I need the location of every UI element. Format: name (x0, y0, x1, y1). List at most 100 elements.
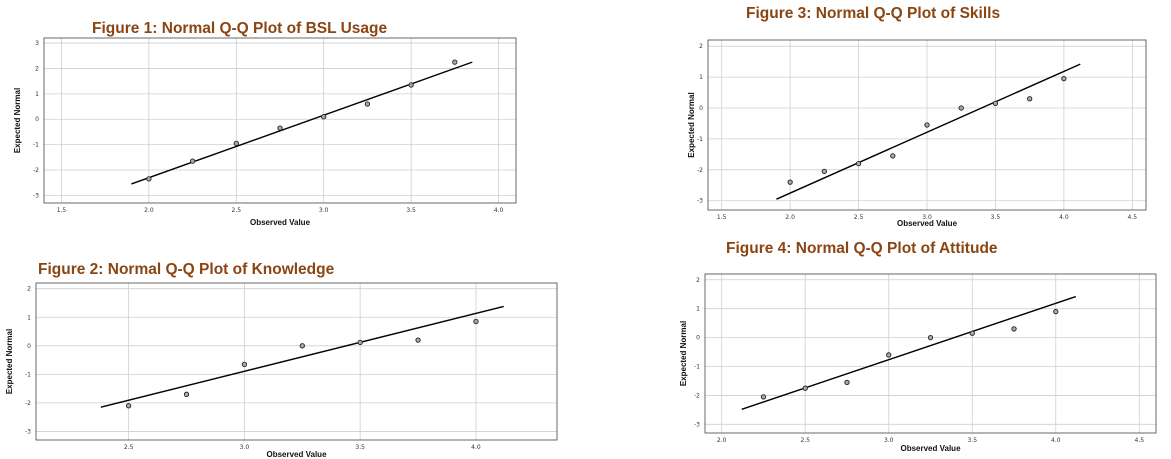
qq-point (1011, 326, 1017, 332)
qq-point (357, 339, 363, 346)
y-tick-label: -1 (25, 371, 31, 378)
x-axis-label: Observed Value (897, 219, 958, 228)
x-tick-label: 3.5 (406, 207, 416, 214)
y-tick-label: 1 (27, 314, 31, 321)
x-tick-label: 3.5 (967, 437, 977, 444)
x-tick-label: 3.0 (922, 214, 932, 221)
chart-title-3: Figure 3: Normal Q-Q Plot of Skills (746, 5, 1001, 22)
qq-point (787, 179, 793, 185)
x-tick-label: 3.0 (240, 444, 250, 451)
y-tick-label: -3 (697, 198, 703, 205)
y-tick-label: -1 (33, 142, 39, 149)
x-tick-label: 3.0 (884, 437, 894, 444)
qq-point (992, 100, 999, 107)
chart-svg-3: 1.5 2.0 2.5 3.0 3.5 4.0 4.5 2 1 0 -1 -2 -3 Observed V… (687, 39, 1147, 228)
qq-point (844, 379, 850, 386)
chart-svg-4: 2.0 2.5 3.0 3.5 4.0 4.5 2 1 0 -1 -2 -3 Observed Valu… (679, 273, 1157, 453)
x-tick-label: 4.0 (471, 444, 481, 451)
x-tick-label: 2.5 (232, 207, 242, 214)
chart-panel-4: Figure 4: Normal Q-Q Plot of Attitude 2.… (660, 240, 1171, 459)
qq-point (277, 125, 283, 131)
qq-point (146, 176, 152, 182)
y-tick-label: 0 (35, 116, 39, 123)
qq-point (890, 153, 896, 159)
qq-point (473, 318, 479, 325)
y-tick-label: -3 (25, 428, 31, 435)
chart-svg-2: 2.5 3.0 3.5 4.0 2 1 0 -1 -2 -3 Observed Value Expec… (5, 282, 558, 459)
y-axis-label: Expected Normal (5, 329, 14, 394)
qq-point (233, 140, 239, 146)
reference-line (131, 61, 473, 185)
y-tick-label: -2 (25, 400, 31, 407)
qq-point (1053, 308, 1059, 315)
plot-frame (43, 37, 517, 204)
y-tick-label: 0 (699, 105, 703, 112)
y-tick-label: -2 (697, 167, 703, 174)
plot-frame (704, 273, 1157, 434)
y-tick-label: 1 (699, 74, 703, 81)
qq-point (1027, 96, 1033, 102)
reference-line (741, 295, 1077, 410)
chart-title-2: Figure 2: Normal Q-Q Plot of Knowledge (38, 261, 335, 278)
y-tick-label: -2 (33, 167, 39, 174)
qq-point (415, 337, 421, 343)
qq-point (924, 122, 930, 128)
x-tick-label: 2.0 (717, 437, 727, 444)
qq-point (886, 352, 892, 358)
y-tick-label: 1 (696, 306, 700, 313)
y-tick-label: -3 (694, 421, 700, 428)
qq-point (241, 361, 248, 368)
qq-point (1061, 75, 1067, 82)
reference-line (776, 63, 1081, 200)
x-tick-label: 1.5 (57, 207, 67, 214)
chart-panel-3: Figure 3: Normal Q-Q Plot of Skills 1.5 2… (660, 0, 1171, 240)
x-axis-label: Observed Value (900, 444, 961, 453)
qq-point (452, 59, 458, 65)
qq-point (927, 334, 934, 341)
y-tick-label: -3 (33, 192, 39, 199)
qq-point (299, 343, 305, 349)
x-tick-label: 1.5 (717, 214, 727, 221)
qq-point (183, 391, 190, 397)
x-tick-label: 3.5 (991, 214, 1001, 221)
x-tick-label: 4.0 (494, 207, 504, 214)
y-tick-label: 1 (35, 91, 39, 98)
x-tick-label: 2.5 (800, 437, 810, 444)
reference-line (100, 305, 504, 408)
chart-panel-1: Figure 1: Normal Q-Q Plot of BSL Usage 1… (0, 0, 540, 240)
y-tick-label: 2 (35, 65, 39, 72)
chart-panel-2: Figure 2: Normal Q-Q Plot of Knowledge 2… (0, 240, 570, 459)
y-axis-label: Expected Normal (13, 88, 22, 153)
y-tick-label: 3 (35, 40, 39, 47)
chart-title-4: Figure 4: Normal Q-Q Plot of Attitude (726, 240, 998, 257)
x-tick-label: 2.0 (785, 214, 795, 221)
y-tick-label: -2 (694, 392, 700, 399)
qq-point (408, 82, 414, 88)
y-tick-label: -1 (694, 364, 700, 371)
x-tick-label: 2.5 (854, 214, 864, 221)
qq-point (969, 330, 975, 336)
x-tick-label: 4.0 (1059, 214, 1069, 221)
plot-frame (35, 282, 558, 441)
qq-point (321, 114, 327, 120)
qq-point (760, 394, 767, 400)
qq-point (125, 403, 132, 409)
y-tick-label: 0 (696, 335, 700, 342)
x-axis-label: Observed Value (250, 218, 311, 227)
plot-frame (707, 39, 1147, 211)
x-axis-label: Observed Value (266, 450, 327, 459)
y-tick-label: 2 (27, 286, 31, 293)
qq-point (364, 101, 371, 107)
qq-point (802, 385, 808, 391)
x-tick-label: 3.0 (319, 207, 329, 214)
chart-svg-1: 1.5 2.0 2.5 3.0 3.5 4.0 3 2 1 0 -1 -2 -3 Observed Val… (13, 37, 517, 227)
y-tick-label: 0 (27, 343, 31, 350)
y-axis-label: Expected Normal (687, 92, 696, 157)
x-tick-label: 3.5 (355, 444, 365, 451)
x-tick-label: 4.5 (1135, 437, 1145, 444)
qq-point (958, 105, 964, 111)
qq-point (189, 158, 196, 164)
y-tick-label: 2 (699, 43, 703, 50)
y-tick-label: 2 (696, 277, 700, 284)
qq-point (855, 160, 862, 167)
